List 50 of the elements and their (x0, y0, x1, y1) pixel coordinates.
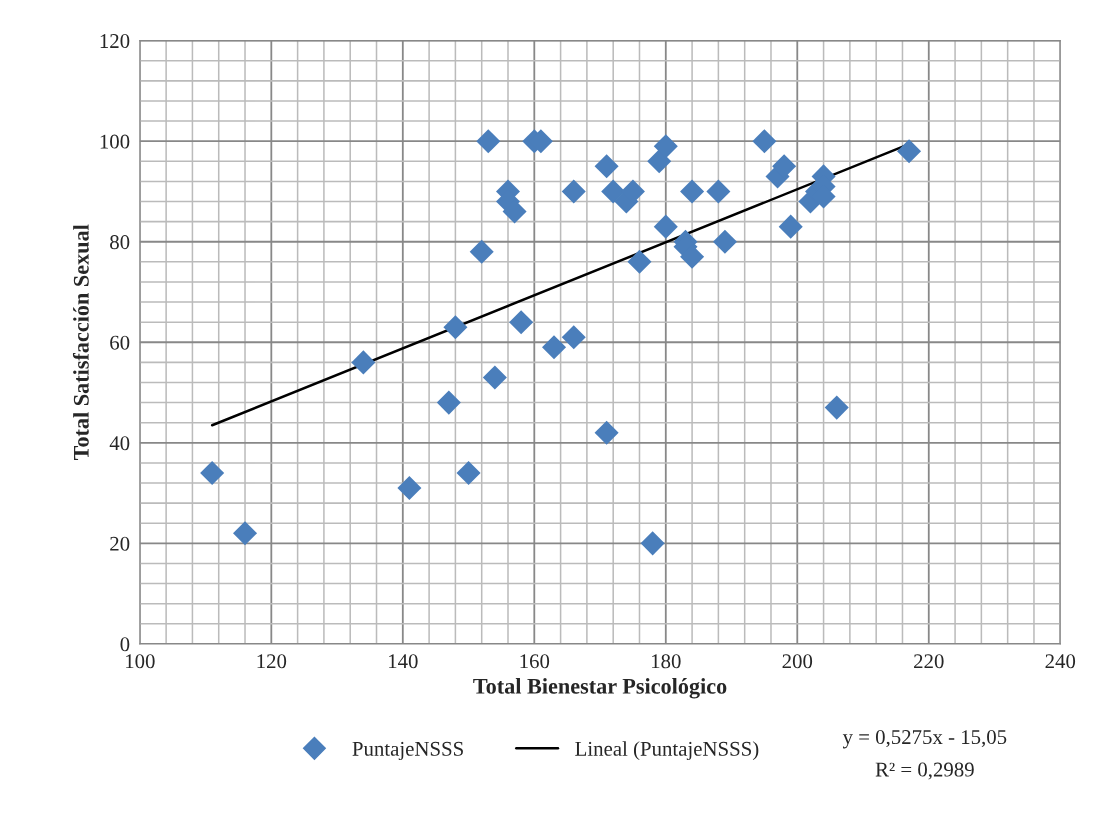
y-tick-label: 100 (100, 134, 130, 149)
point (594, 154, 619, 179)
y-tick-label: 20 (110, 536, 130, 551)
y-axis-title: Total Satisfacción Sexual (72, 224, 89, 461)
point (653, 134, 678, 159)
x-tick-label: 120 (257, 654, 287, 669)
point (436, 390, 461, 415)
y-tick-label: 60 (110, 335, 130, 350)
x-tick-label: 220 (914, 654, 944, 669)
point (542, 335, 567, 360)
point (824, 395, 849, 420)
point (351, 350, 376, 375)
legend-label: PuntajeNSSS (352, 741, 463, 761)
point (706, 179, 731, 204)
point (712, 229, 737, 254)
point (601, 179, 626, 204)
point (561, 325, 586, 350)
y-tick-label: 120 (100, 34, 130, 49)
point (232, 521, 258, 546)
text: y = 0,5275x - 15,05 (842, 730, 1007, 749)
point (469, 239, 494, 264)
y-tick-label: 80 (110, 235, 130, 250)
point (627, 249, 652, 274)
y-tick-label: 0 (120, 637, 130, 652)
point (482, 365, 507, 390)
point (680, 179, 705, 204)
text: R² = 0,2989 (875, 762, 974, 780)
x-tick-label: 200 (782, 654, 813, 669)
point (476, 129, 501, 154)
point (443, 315, 468, 340)
point (778, 214, 803, 239)
point (752, 129, 777, 154)
x-tick-label: 140 (389, 654, 418, 669)
point (509, 310, 534, 335)
point (200, 460, 225, 485)
x-tick-label: 160 (520, 654, 550, 669)
point (456, 460, 481, 485)
point (897, 139, 922, 164)
point (647, 149, 672, 174)
y-tick-label: 40 (109, 436, 130, 451)
point (594, 420, 619, 445)
x-axis-title: Total Bienestar Psicológico (473, 678, 727, 699)
point (561, 179, 586, 204)
x-tick-label: 240 (1045, 654, 1076, 669)
legend-label: Lineal (PuntajeNSSS) (575, 741, 759, 761)
x-tick-label: 100 (126, 654, 155, 669)
point (397, 476, 422, 501)
x-tick-label: 180 (652, 654, 681, 669)
point (653, 214, 678, 239)
point (640, 531, 665, 556)
